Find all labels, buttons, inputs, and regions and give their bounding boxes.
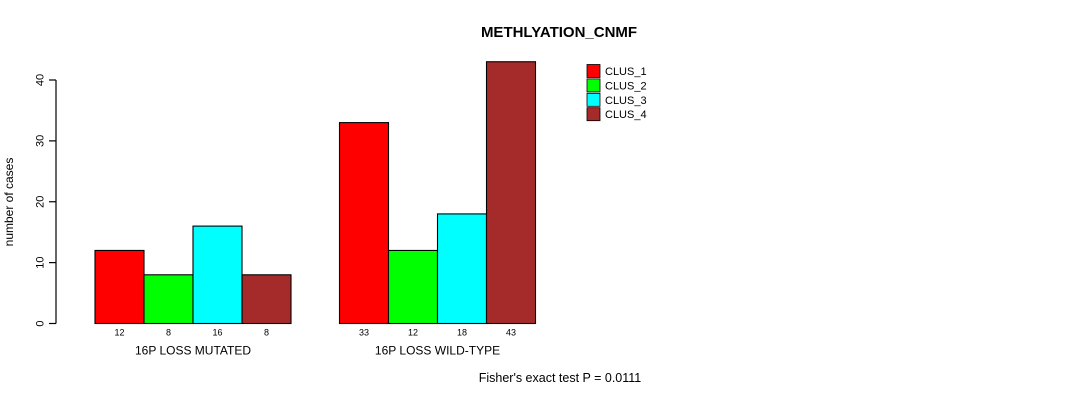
bar	[436, 213, 488, 325]
y-axis-tick-label: 10	[35, 257, 47, 269]
y-axis-tick-label: 30	[35, 135, 47, 147]
bar-value-label: 18	[457, 328, 467, 338]
bar-value-label: 16	[212, 328, 222, 338]
bar-value-label: 8	[166, 328, 171, 338]
y-axis-tick-label: 0	[35, 320, 47, 326]
bar-value-label: 12	[408, 328, 418, 338]
category-label: 16P LOSS MUTATED	[135, 344, 251, 358]
bar	[143, 274, 194, 325]
bar	[387, 249, 439, 325]
bar	[94, 249, 145, 325]
legend-swatch	[586, 64, 601, 78]
bar-value-labels: 12 8 16 8 33 12 18 43	[114, 328, 516, 338]
footnote: Fisher's exact test P = 0.0111	[479, 371, 642, 385]
bar	[485, 61, 537, 325]
y-axis: 0 10 20 30 40	[35, 74, 57, 327]
chart-title: METHLYATION_CNMF	[481, 24, 637, 41]
bar	[241, 274, 292, 325]
legend-label: CLUS_3	[605, 95, 647, 107]
y-axis-tick-label: 20	[35, 196, 47, 208]
legend-label: CLUS_1	[605, 66, 647, 78]
bar-value-label: 33	[359, 328, 369, 338]
bar-value-label: 8	[264, 328, 269, 338]
legend: CLUS_1 CLUS_2 CLUS_3 CLUS_4	[586, 64, 647, 122]
category-labels: 16P LOSS MUTATED 16P LOSS WILD-TYPE	[135, 344, 500, 358]
category-label: 16P LOSS WILD-TYPE	[375, 344, 500, 358]
legend-swatch	[586, 78, 601, 93]
legend-swatch	[586, 92, 601, 107]
legend-swatch	[586, 107, 601, 122]
legend-label: CLUS_2	[605, 80, 647, 92]
bar	[338, 122, 390, 325]
legend-label: CLUS_4	[605, 109, 647, 121]
bar	[192, 225, 243, 325]
y-axis-label: number of cases	[2, 158, 16, 247]
bar-value-label: 43	[506, 328, 516, 338]
bars	[94, 61, 537, 325]
bar-value-label: 12	[114, 328, 124, 338]
y-axis-tick-label: 40	[35, 74, 47, 86]
